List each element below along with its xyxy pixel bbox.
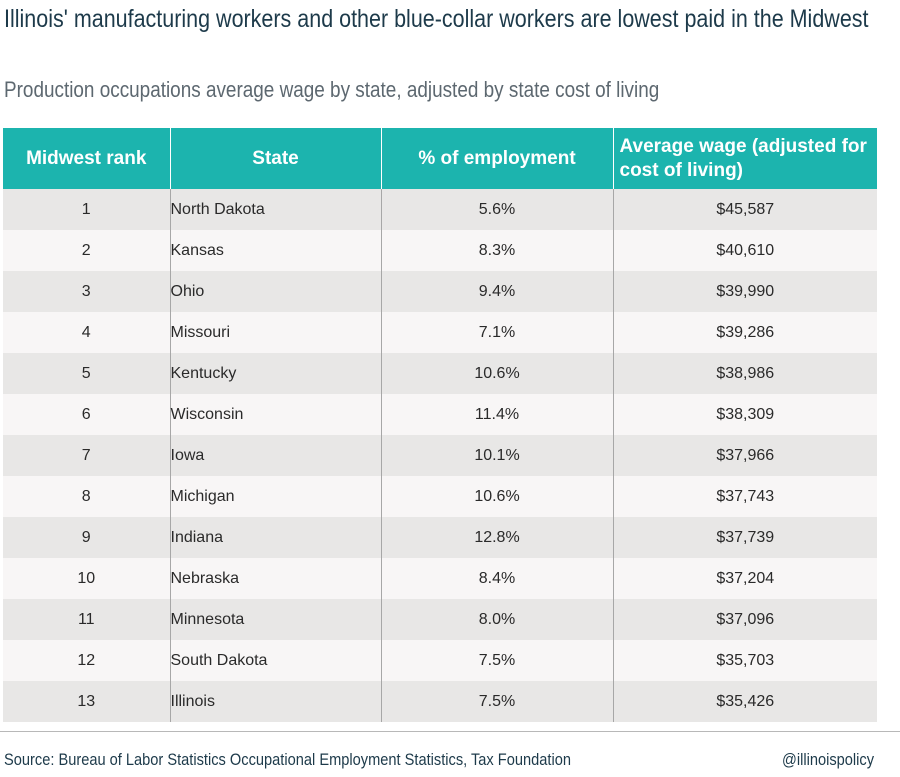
social-handle: @illinoispolicy bbox=[781, 750, 874, 769]
rank-cell: 9 bbox=[3, 517, 171, 558]
state-cell: South Dakota bbox=[170, 640, 382, 681]
rank-cell: 4 bbox=[3, 312, 171, 353]
rank-cell: 6 bbox=[3, 394, 171, 435]
table-row: 10 Nebraska 8.4% $37,204 bbox=[3, 558, 877, 599]
state-cell: Ohio bbox=[170, 271, 382, 312]
state-cell: North Dakota bbox=[170, 189, 382, 230]
employment-cell: 8.4% bbox=[381, 558, 614, 599]
employment-cell: 5.6% bbox=[381, 189, 614, 230]
employment-cell: 7.1% bbox=[381, 312, 614, 353]
state-cell: Kentucky bbox=[170, 353, 382, 394]
wage-cell: $35,703 bbox=[613, 640, 877, 681]
chart-title: Illinois' manufacturing workers and othe… bbox=[4, 4, 869, 35]
employment-cell: 8.3% bbox=[381, 230, 614, 271]
wage-cell: $38,986 bbox=[613, 353, 877, 394]
table-row: 5 Kentucky 10.6% $38,986 bbox=[3, 353, 877, 394]
chart-subtitle: Production occupations average wage by s… bbox=[4, 77, 660, 102]
state-cell: Michigan bbox=[170, 476, 382, 517]
table-row: 13 Illinois 7.5% $35,426 bbox=[3, 681, 877, 722]
wage-table: Midwest rank State % of employment Avera… bbox=[3, 128, 877, 722]
footer-divider bbox=[0, 731, 900, 732]
rank-cell: 10 bbox=[3, 558, 171, 599]
table-row: 12 South Dakota 7.5% $35,703 bbox=[3, 640, 877, 681]
rank-cell: 13 bbox=[3, 681, 171, 722]
column-header-average-wage: Average wage (adjusted for cost of livin… bbox=[613, 128, 877, 189]
table-row: 2 Kansas 8.3% $40,610 bbox=[3, 230, 877, 271]
table-body: 1 North Dakota 5.6% $45,587 2 Kansas 8.3% $40,6… bbox=[3, 189, 877, 722]
rank-cell: 3 bbox=[3, 271, 171, 312]
table-row: 4 Missouri 7.1% $39,286 bbox=[3, 312, 877, 353]
wage-cell: $40,610 bbox=[613, 230, 877, 271]
table-row: 11 Minnesota 8.0% $37,096 bbox=[3, 599, 877, 640]
employment-cell: 11.4% bbox=[381, 394, 614, 435]
wage-cell: $38,309 bbox=[613, 394, 877, 435]
rank-cell: 2 bbox=[3, 230, 171, 271]
wage-cell: $37,739 bbox=[613, 517, 877, 558]
wage-cell: $39,286 bbox=[613, 312, 877, 353]
table-row: 6 Wisconsin 11.4% $38,309 bbox=[3, 394, 877, 435]
rank-cell: 8 bbox=[3, 476, 171, 517]
rank-cell: 1 bbox=[3, 189, 171, 230]
state-cell: Iowa bbox=[170, 435, 382, 476]
wage-cell: $37,096 bbox=[613, 599, 877, 640]
wage-cell: $45,587 bbox=[613, 189, 877, 230]
employment-cell: 10.6% bbox=[381, 353, 614, 394]
table-row: 7 Iowa 10.1% $37,966 bbox=[3, 435, 877, 476]
state-cell: Illinois bbox=[170, 681, 382, 722]
employment-cell: 12.8% bbox=[381, 517, 614, 558]
employment-cell: 7.5% bbox=[381, 640, 614, 681]
wage-cell: $37,204 bbox=[613, 558, 877, 599]
employment-cell: 10.6% bbox=[381, 476, 614, 517]
column-header-employment: % of employment bbox=[381, 128, 614, 189]
wage-cell: $39,990 bbox=[613, 271, 877, 312]
state-cell: Kansas bbox=[170, 230, 382, 271]
state-cell: Nebraska bbox=[170, 558, 382, 599]
source-note: Source: Bureau of Labor Statistics Occup… bbox=[4, 750, 571, 769]
wage-cell: $37,743 bbox=[613, 476, 877, 517]
table-header-row: Midwest rank State % of employment Avera… bbox=[3, 128, 877, 189]
table-row: 9 Indiana 12.8% $37,739 bbox=[3, 517, 877, 558]
wage-cell: $37,966 bbox=[613, 435, 877, 476]
state-cell: Indiana bbox=[170, 517, 382, 558]
state-cell: Wisconsin bbox=[170, 394, 382, 435]
state-cell: Minnesota bbox=[170, 599, 382, 640]
wage-cell: $35,426 bbox=[613, 681, 877, 722]
rank-cell: 12 bbox=[3, 640, 171, 681]
rank-cell: 7 bbox=[3, 435, 171, 476]
column-header-state: State bbox=[170, 128, 382, 189]
employment-cell: 9.4% bbox=[381, 271, 614, 312]
chart-title-text: Illinois' manufacturing workers and othe… bbox=[4, 5, 869, 33]
employment-cell: 10.1% bbox=[381, 435, 614, 476]
employment-cell: 8.0% bbox=[381, 599, 614, 640]
employment-cell: 7.5% bbox=[381, 681, 614, 722]
column-header-rank: Midwest rank bbox=[3, 128, 171, 189]
table-row: 1 North Dakota 5.6% $45,587 bbox=[3, 189, 877, 230]
rank-cell: 5 bbox=[3, 353, 171, 394]
table-row: 8 Michigan 10.6% $37,743 bbox=[3, 476, 877, 517]
table-row: 3 Ohio 9.4% $39,990 bbox=[3, 271, 877, 312]
state-cell: Missouri bbox=[170, 312, 382, 353]
rank-cell: 11 bbox=[3, 599, 171, 640]
